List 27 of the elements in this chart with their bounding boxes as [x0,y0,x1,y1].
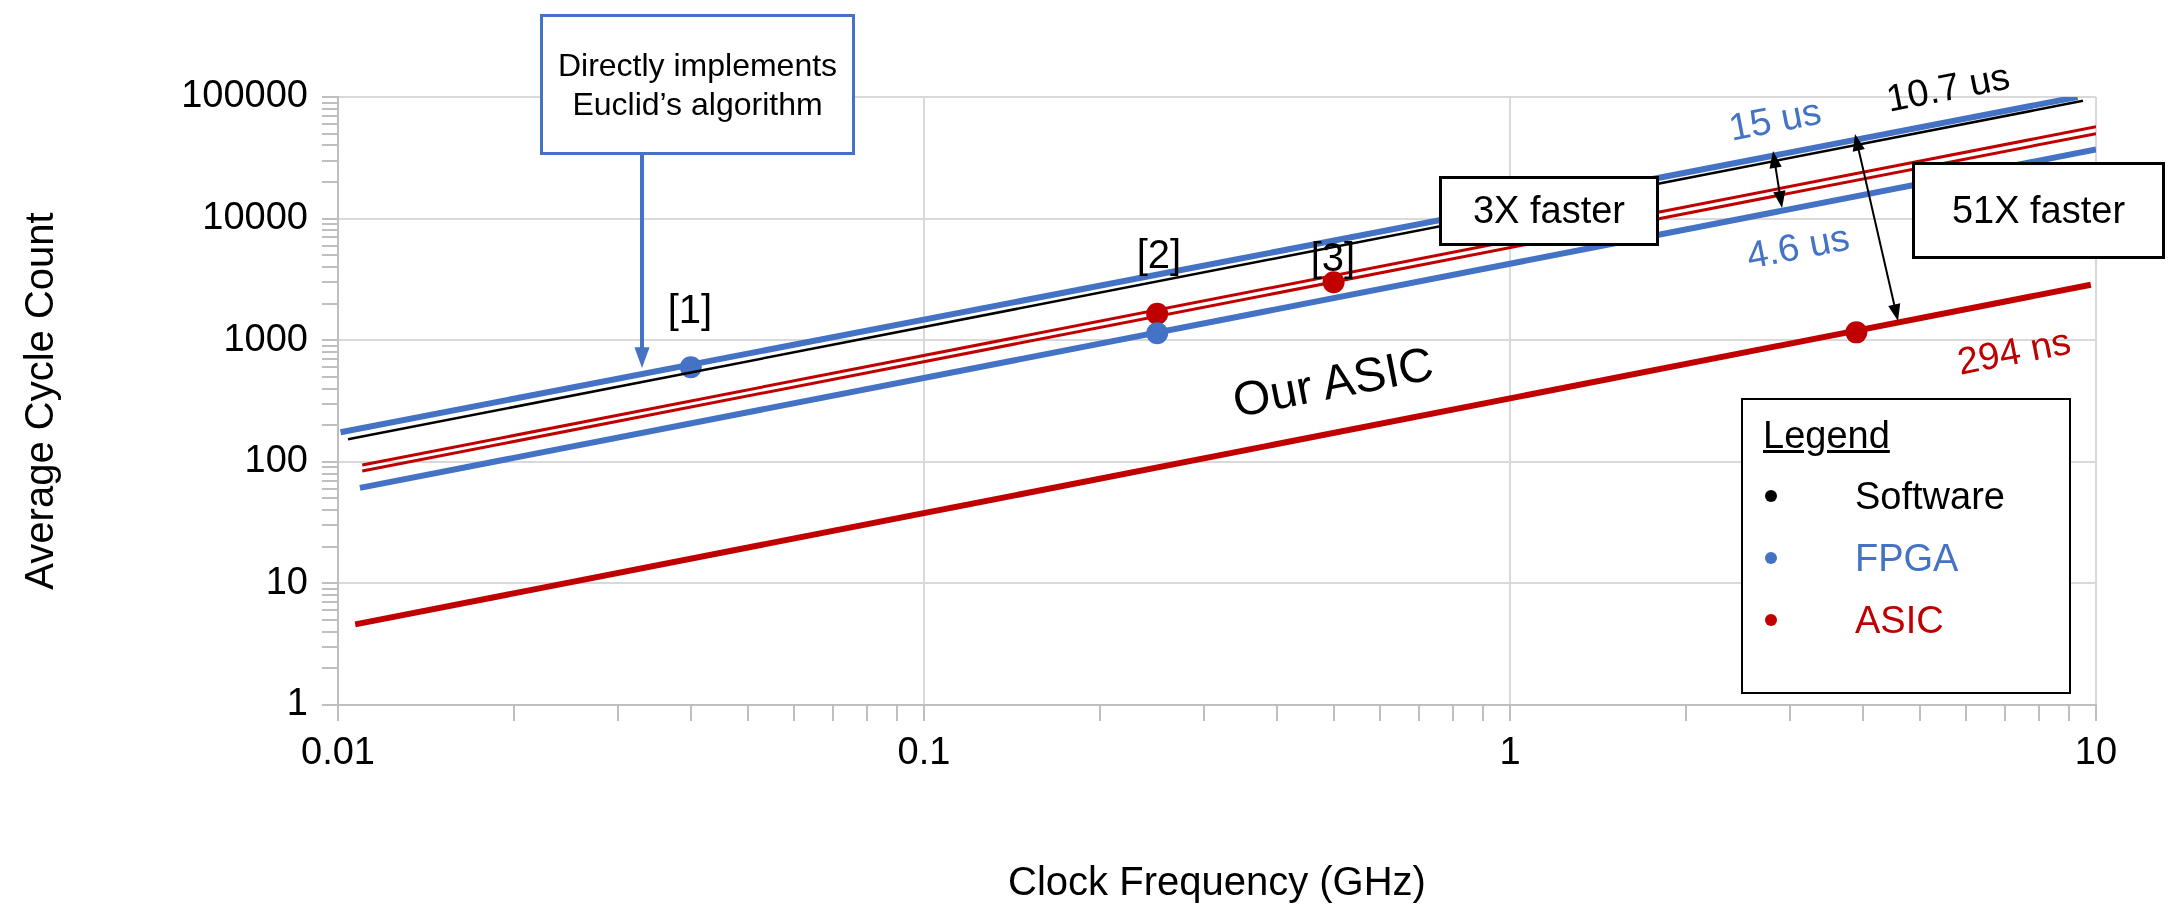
annotation: [2] [1136,231,1182,278]
x-tick-label: 0.01 [301,730,375,773]
annotation: 15 us [1725,88,1825,151]
y-tick-label: 10000 [202,195,308,238]
annotation: 294 ns [1953,318,2075,385]
y-tick-label: 1000 [223,316,308,359]
annotation: [1] [667,286,713,333]
annotation: [3] [1310,234,1356,281]
annotation: 4.6 us [1742,214,1854,279]
annotation: 3X faster [1439,176,1659,246]
x-tick-label: 1 [1499,730,1521,773]
x-tick-label: 0.1 [897,730,951,773]
annotation: 10.7 us [1882,53,2014,122]
legend-label: FPGA [1855,536,1959,580]
annotation: Directly implements Euclid’s algorithm [540,14,855,155]
x-axis-title: Clock Frequency (GHz) [1008,859,1426,904]
legend-label: Software [1855,474,2005,518]
annotation: 51X faster [1912,162,2165,259]
y-tick-label: 10 [265,559,308,602]
y-tick-label: 100000 [181,73,308,116]
legend-label: ASIC [1855,598,1944,642]
legend-title: Legend [1763,414,1891,457]
x-tick-label: 10 [2074,730,2118,773]
y-axis-title: Average Cycle Count [17,212,62,590]
annotation: Our ASIC [1228,335,1438,430]
y-tick-label: 100 [244,438,308,481]
y-tick-label: 1 [286,681,308,724]
